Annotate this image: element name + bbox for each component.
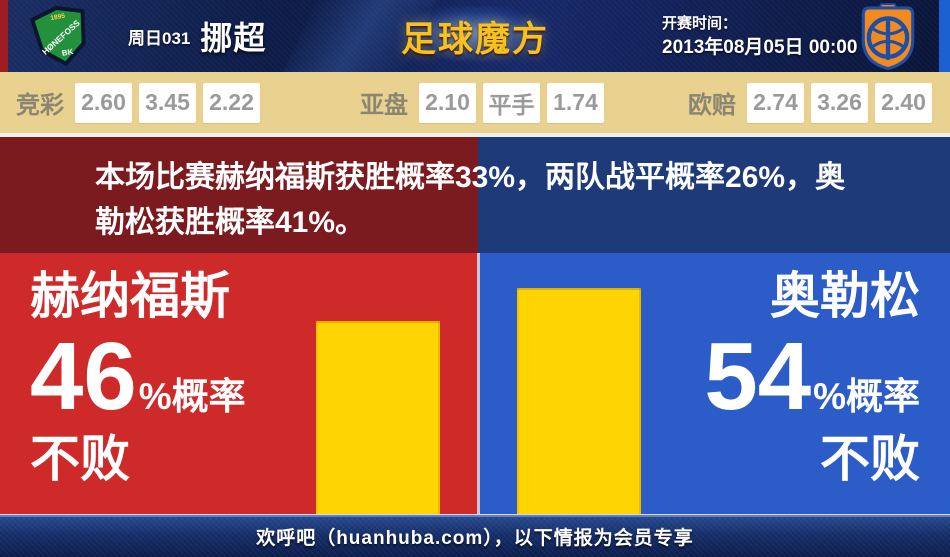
- jingcai-odds-group: 竞彩 2.60 3.45 2.22: [16, 72, 260, 133]
- header-bar: 1895 HØNEFOSS BK 周日031 挪超 足球魔方 开赛时间： 201…: [0, 0, 950, 82]
- yapan-handicap[interactable]: 平手: [483, 82, 540, 123]
- oupei-away-odds[interactable]: 2.40: [875, 82, 932, 123]
- yapan-odds-group: 亚盘 2.10 平手 1.74: [360, 72, 604, 133]
- yapan-away-odds[interactable]: 1.74: [547, 82, 604, 123]
- aalesund-crest-logo: [861, 3, 915, 71]
- jingcai-away-odds[interactable]: 2.22: [203, 82, 260, 123]
- kickoff-time: 2013年08月05日 00:00: [662, 37, 858, 58]
- away-percent-row: 54 %概率: [704, 329, 920, 425]
- odds-bar: 竞彩 2.60 3.45 2.22 亚盘 2.10 平手 1.74 欧赔 2.7…: [0, 72, 950, 133]
- match-info: 周日031 挪超: [128, 0, 266, 72]
- header-left-red-strip: [0, 0, 8, 72]
- panel-divider: [477, 253, 480, 514]
- home-team-name: 赫纳福斯: [30, 268, 230, 324]
- match-code-label: 周日031: [128, 28, 191, 48]
- summary-banner: 本场比赛赫纳福斯获胜概率33%，两队战平概率26%，奥勒松获胜概率41%。: [0, 137, 950, 253]
- footer-bar: 欢呼吧（huanhuba.com），以下情报为会员专享: [0, 514, 950, 557]
- jingcai-label: 竞彩: [16, 92, 64, 119]
- away-prediction-block: 奥勒松 54 %概率 不败: [704, 265, 920, 489]
- kickoff-block: 开赛时间： 2013年08月05日 00:00: [662, 13, 857, 60]
- away-result-label: 不败: [820, 431, 920, 487]
- home-percent-row: 46 %概率: [30, 329, 246, 425]
- home-percent-suffix: %概率: [138, 376, 246, 417]
- footer-promo-text: 欢呼吧（huanhuba.com），以下情报为会员专享: [256, 528, 694, 549]
- prediction-panel: 赫纳福斯 46 %概率 不败 奥勒松 54 %概率 不败: [0, 253, 950, 514]
- oupei-home-odds[interactable]: 2.74: [747, 82, 804, 123]
- oupei-odds-group: 欧赔 2.74 3.26 2.40: [688, 72, 932, 133]
- jingcai-draw-odds[interactable]: 3.45: [139, 82, 196, 123]
- kickoff-label: 开赛时间：: [662, 15, 738, 32]
- away-probability-bar: [517, 288, 641, 514]
- oupei-label: 欧赔: [688, 92, 736, 119]
- banner-red-half: [0, 137, 478, 253]
- brand-logo-text: 足球魔方: [400, 19, 549, 59]
- yapan-home-odds[interactable]: 2.10: [419, 82, 476, 123]
- home-prediction-block: 赫纳福斯 46 %概率 不败: [30, 265, 246, 489]
- honefoss-crest-logo: 1895 HØNEFOSS BK: [29, 5, 86, 67]
- away-percent-value: 54: [704, 323, 812, 430]
- horizontal-divider: [0, 133, 950, 137]
- away-percent-suffix: %概率: [813, 376, 920, 417]
- brand-logo: 足球魔方: [393, 6, 557, 66]
- jingcai-home-odds[interactable]: 2.60: [75, 82, 132, 123]
- header-right-blue-strip: [939, 0, 950, 72]
- away-team-name: 奥勒松: [770, 268, 920, 324]
- crest-sub-text: BK: [61, 47, 74, 58]
- crest-year-text: 1895: [50, 13, 66, 22]
- yapan-label: 亚盘: [360, 92, 408, 119]
- league-label: 挪超: [200, 20, 267, 56]
- banner-blue-half: [478, 137, 950, 253]
- probability-summary-text: 本场比赛赫纳福斯获胜概率33%，两队战平概率26%，奥勒松获胜概率41%。: [95, 161, 846, 239]
- home-result-label: 不败: [30, 431, 130, 487]
- home-probability-bar: [316, 321, 440, 514]
- home-percent-value: 46: [30, 323, 137, 430]
- oupei-draw-odds[interactable]: 3.26: [811, 82, 868, 123]
